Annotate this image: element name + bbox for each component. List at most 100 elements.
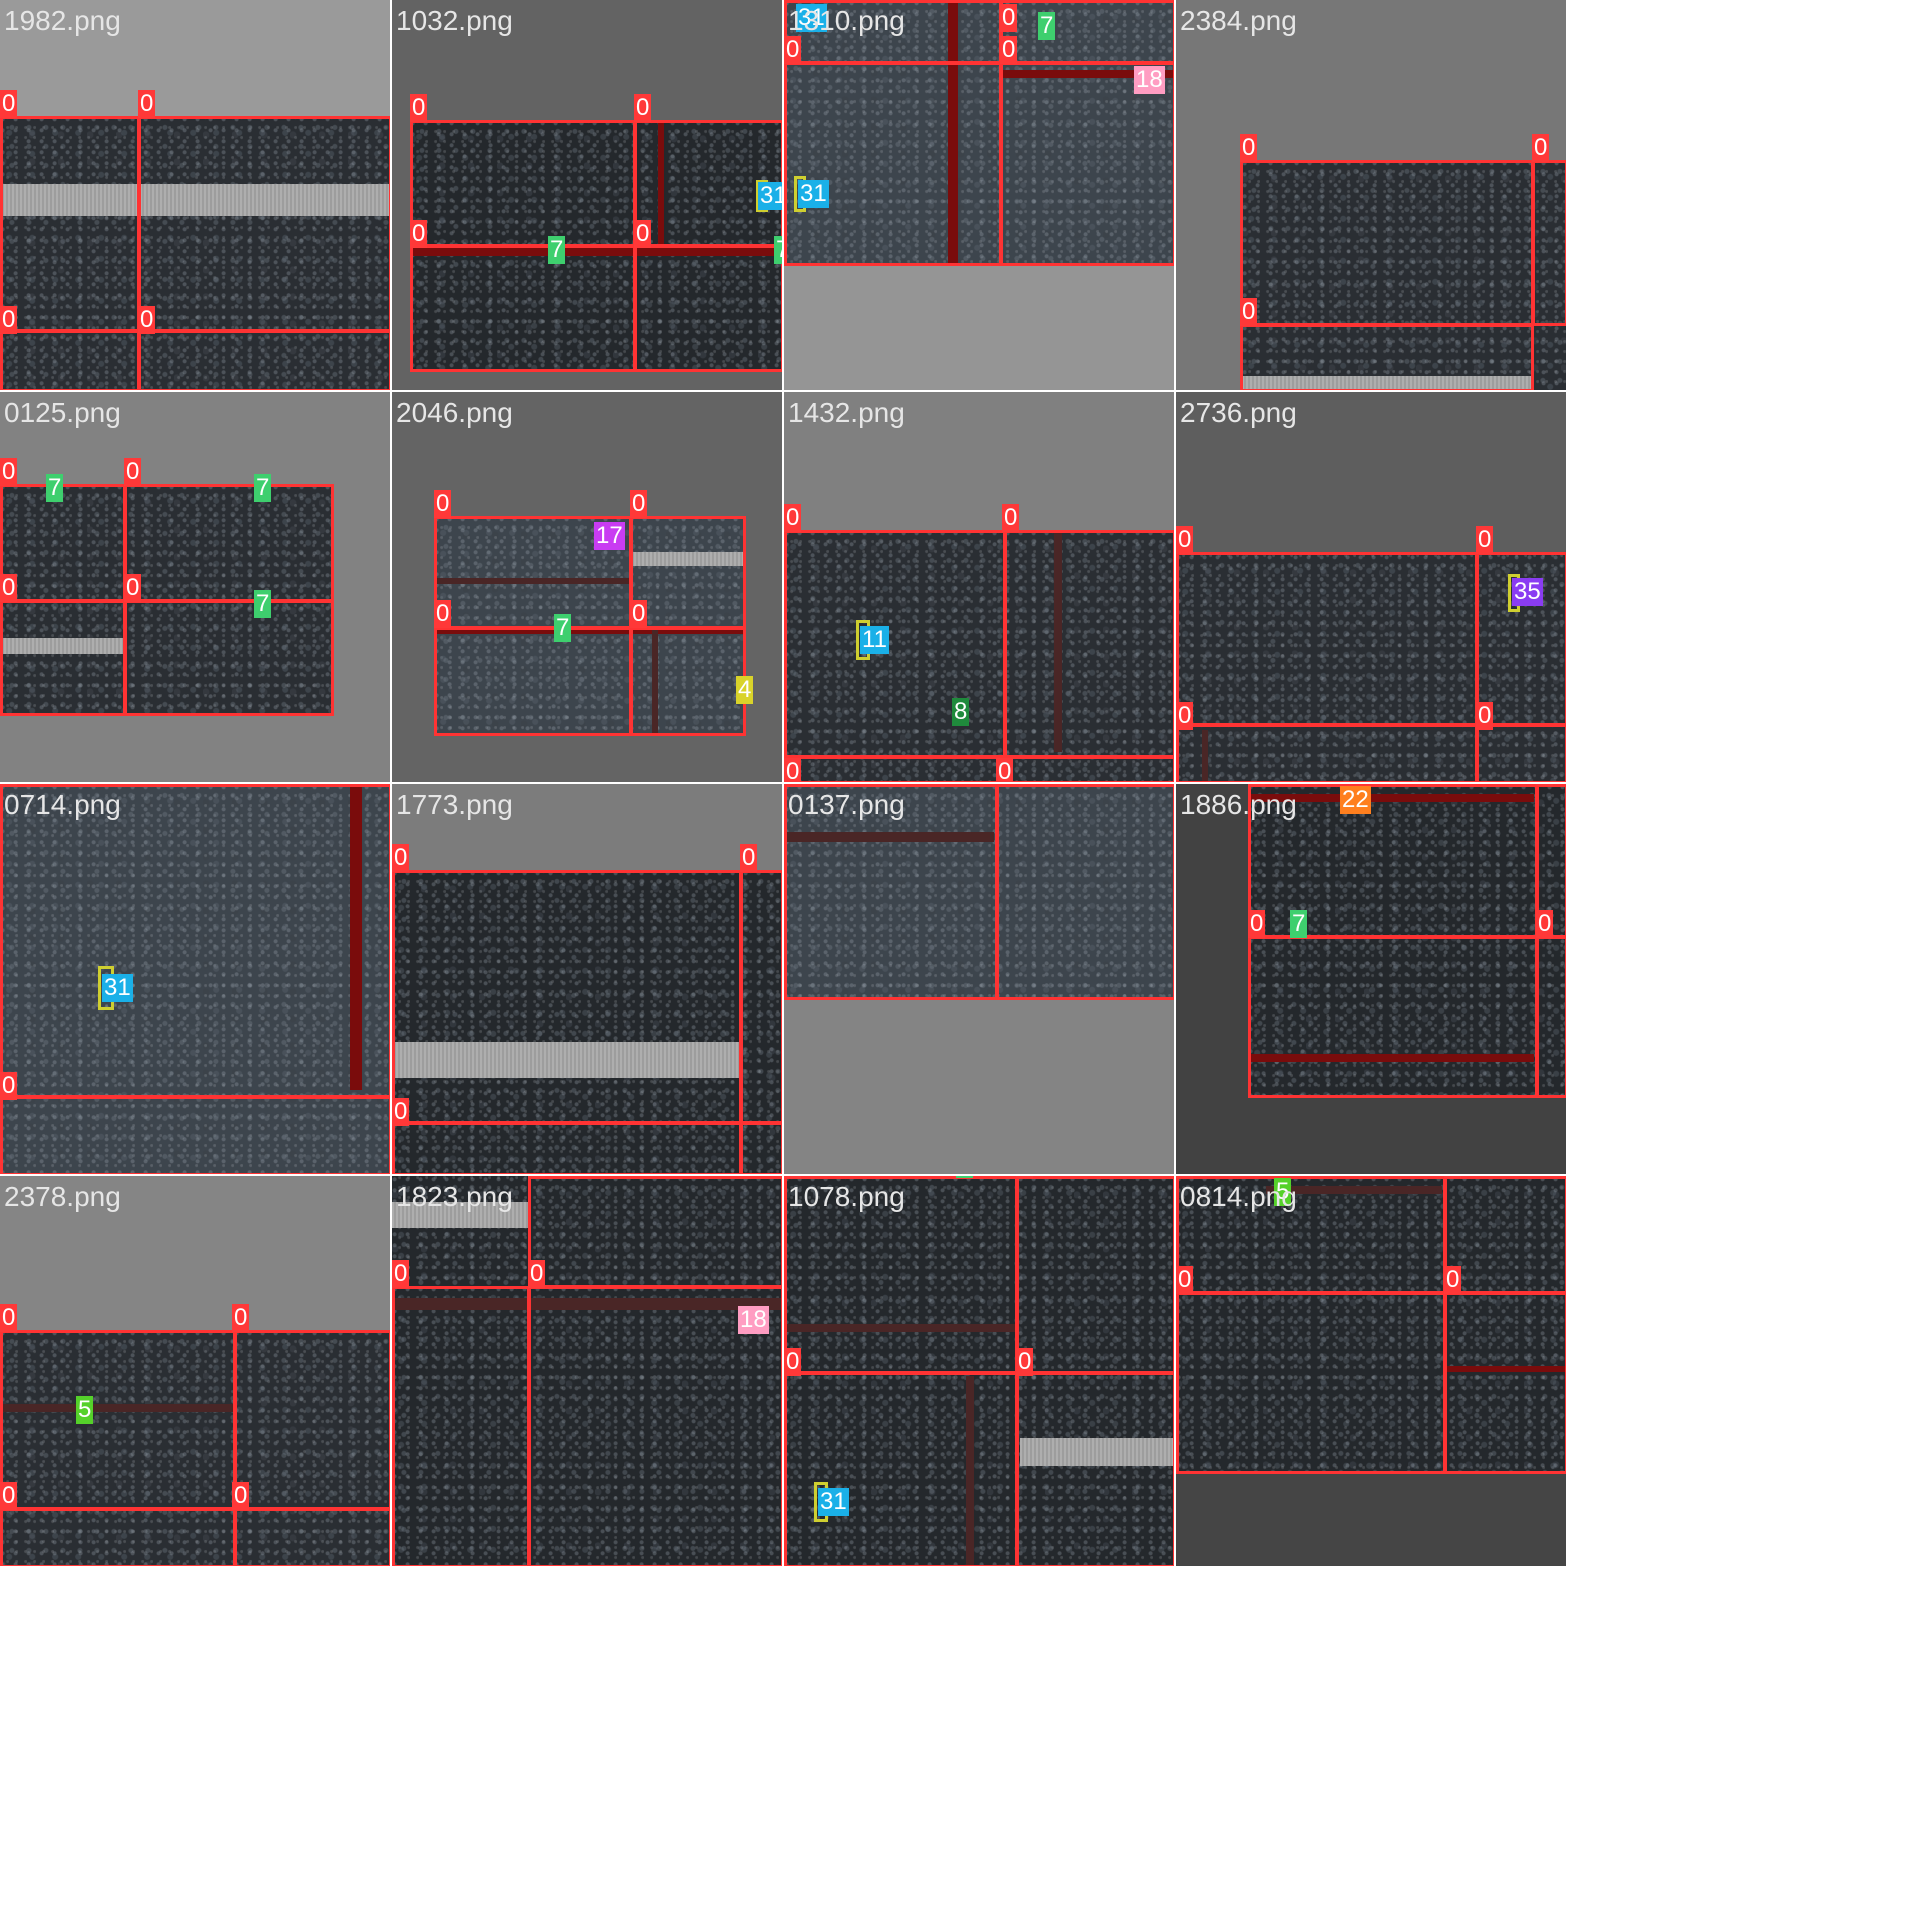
class-label: 18 [738, 1306, 769, 1334]
gray-stripe [0, 184, 390, 216]
bbox [630, 516, 746, 630]
class-label: 0 [410, 220, 428, 248]
class-label: 0 [232, 1482, 250, 1510]
class-label: 4 [736, 676, 754, 704]
class-label: 0 [124, 574, 142, 602]
tile-1310: 0 0 0 31 7 18 31 1310.png [784, 0, 1174, 390]
red-line [658, 120, 664, 250]
bbox [784, 62, 1002, 266]
bbox [410, 244, 636, 372]
class-label: 0 [630, 600, 648, 628]
asphalt-image [1176, 1176, 1566, 1472]
bbox [740, 1122, 782, 1174]
class-label: 0 [630, 490, 648, 518]
bbox [234, 1508, 390, 1566]
bbox [392, 870, 742, 1124]
class-label: 31 [798, 180, 829, 208]
image-filename: 1886.png [1180, 789, 1297, 820]
class-label: 0 [0, 458, 18, 486]
class-label: 0 [1532, 134, 1550, 162]
class-label: 0 [1176, 702, 1194, 730]
bbox [630, 626, 746, 736]
asphalt-image [1242, 160, 1566, 390]
bbox [0, 1508, 236, 1566]
class-label: 7 [1038, 12, 1056, 40]
image-filename: 0714.png [4, 789, 121, 820]
bbox [996, 784, 1174, 1000]
bbox [1004, 530, 1174, 758]
bbox [434, 626, 632, 736]
bbox [1176, 724, 1478, 782]
asphalt-image [784, 0, 1174, 266]
red-line [1446, 1366, 1566, 1372]
asphalt-image [0, 1330, 390, 1566]
bbox [784, 1372, 1018, 1566]
bbox [528, 1176, 782, 1288]
class-label: 0 [434, 490, 452, 518]
bbox [392, 1122, 742, 1174]
bbox [634, 244, 782, 372]
class-label: 0 [528, 1176, 546, 1178]
image-filename: 1432.png [788, 397, 905, 428]
bbox [1248, 936, 1538, 1098]
class-label: 0 [0, 90, 18, 118]
red-line [1002, 70, 1174, 78]
class-label: 0 [784, 1348, 802, 1376]
bbox [0, 1096, 390, 1174]
bbox [1240, 324, 1534, 390]
asphalt-image [0, 116, 390, 390]
class-label: 0 [996, 758, 1014, 782]
class-label: 35 [1512, 578, 1543, 606]
tile-0714: 0 0 31 0714.png [0, 784, 390, 1174]
class-label: 0 [1536, 910, 1554, 938]
red-line [1202, 730, 1208, 782]
class-label: 0 [392, 1260, 410, 1288]
class-label: 0 [434, 600, 452, 628]
image-filename: 1310.png [788, 5, 905, 36]
image-filename: 0814.png [1180, 1181, 1297, 1212]
class-label: 7 [46, 474, 64, 502]
bbox [138, 116, 390, 332]
bbox [1000, 62, 1174, 266]
asphalt-image [784, 784, 1174, 998]
red-line [652, 630, 658, 736]
bbox [1176, 552, 1478, 726]
class-label: 0 [528, 1260, 546, 1288]
class-label: 0 [1016, 1348, 1034, 1376]
tile-0814: 0 0 0 0 5 0814.png [1176, 1176, 1566, 1566]
red-line [1266, 1186, 1442, 1194]
class-label: 0 [138, 306, 156, 334]
bbox [0, 330, 140, 390]
red-line [1248, 1054, 1534, 1062]
tile-2046: 0 0 0 0 17 7 4 2046.png [392, 392, 782, 782]
class-label: 0 [0, 574, 18, 602]
asphalt-image [1176, 554, 1566, 782]
gray-stripe [1242, 376, 1532, 390]
class-label: 0 [1444, 1176, 1462, 1178]
bbox [124, 600, 334, 716]
bbox [784, 756, 1006, 782]
image-filename: 1078.png [788, 1181, 905, 1212]
class-label: 0 [1000, 4, 1018, 32]
class-label: 5 [1274, 1178, 1292, 1206]
red-line [392, 1298, 782, 1310]
bbox [234, 1330, 390, 1510]
image-filename: 1032.png [396, 5, 513, 36]
tile-1773: 0 0 0 1773.png [392, 784, 782, 1174]
class-label: 7 [956, 1176, 974, 1178]
class-label: 0 [1444, 1266, 1462, 1294]
red-line [410, 248, 782, 256]
asphalt-image [392, 1176, 782, 1566]
class-label: 17 [594, 522, 625, 550]
class-label: 0 [1476, 702, 1494, 730]
bbox [784, 530, 1006, 758]
bbox [0, 1330, 236, 1510]
bbox [392, 1286, 530, 1566]
class-label: 0 [1536, 784, 1554, 786]
tile-2384: 0 0 0 2384.png [1176, 0, 1566, 390]
bbox [0, 600, 126, 716]
class-label: 7 [548, 236, 566, 264]
class-label: 0 [1240, 134, 1258, 162]
class-label: 0 [392, 1098, 410, 1126]
class-label: 8 [952, 698, 970, 726]
